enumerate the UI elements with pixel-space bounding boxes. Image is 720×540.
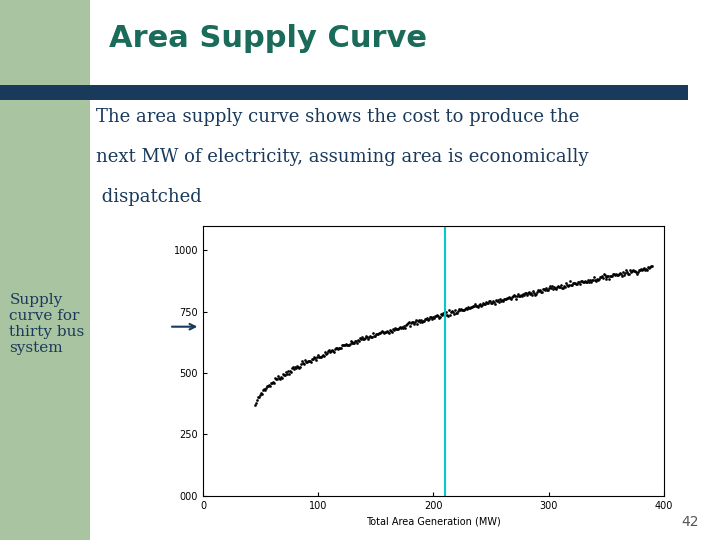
X-axis label: Total Area Generation (MW): Total Area Generation (MW)	[366, 516, 501, 526]
Text: next MW of electricity, assuming area is economically: next MW of electricity, assuming area is…	[96, 148, 589, 166]
Text: Area Supply Curve: Area Supply Curve	[109, 24, 427, 53]
Text: dispatched: dispatched	[96, 187, 202, 206]
Text: 42: 42	[681, 515, 698, 529]
Text: The area supply curve shows the cost to produce the: The area supply curve shows the cost to …	[96, 108, 580, 126]
Text: Supply
curve for
thirty bus
system: Supply curve for thirty bus system	[9, 293, 85, 355]
